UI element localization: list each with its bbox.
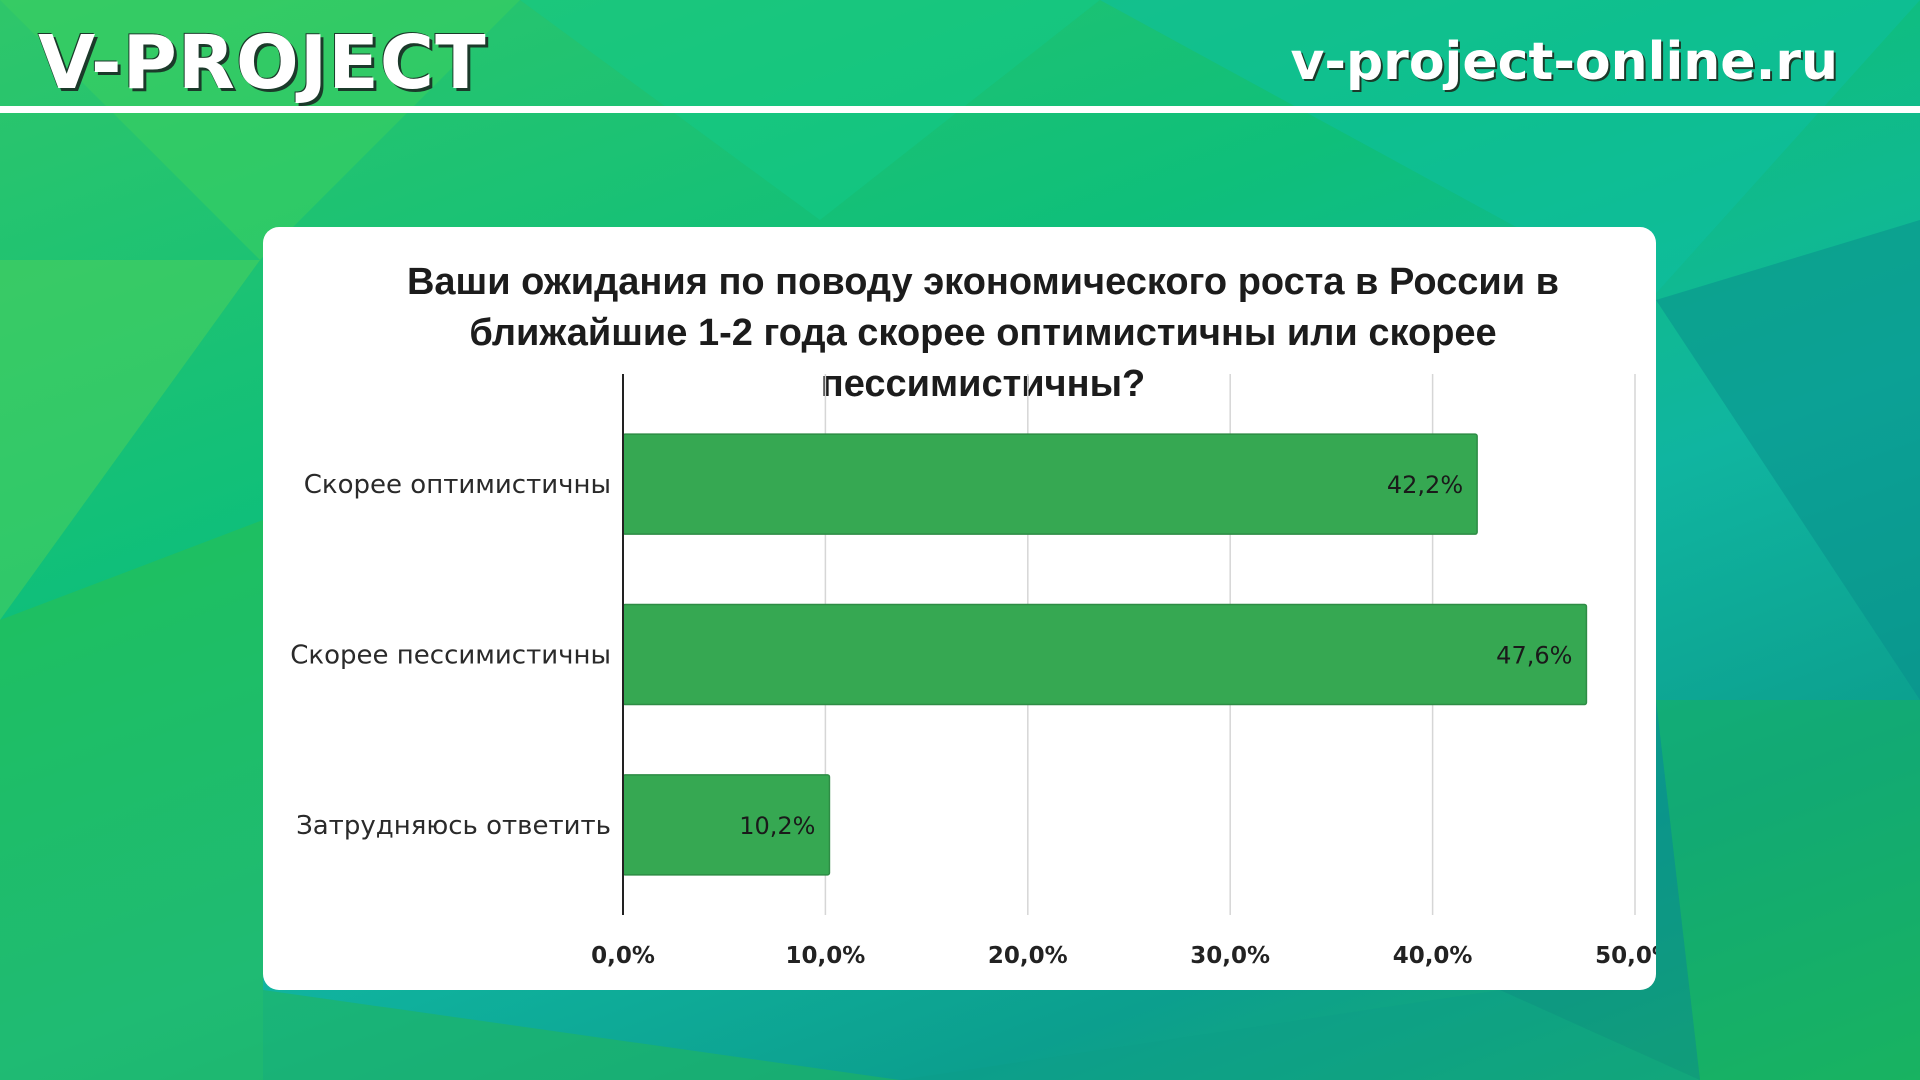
x-tick-label: 30,0% xyxy=(1190,943,1270,969)
bar-chart: 42,2% Скорее оптимистичны 47,6% Скорее песс… xyxy=(290,374,1656,969)
header-divider xyxy=(0,106,1920,113)
bar xyxy=(622,433,1478,535)
data-label: 42,2% xyxy=(1387,471,1463,499)
data-label: 10,2% xyxy=(739,812,815,840)
x-tick-label: 0,0% xyxy=(591,943,655,969)
chart-title: Ваши ожидания по поводу экономического р… xyxy=(406,261,1559,405)
x-tick-label: 40,0% xyxy=(1393,943,1473,969)
category-label: Скорее пессимистичны xyxy=(290,641,611,671)
brand-logo: V-PROJECT xyxy=(38,20,487,106)
site-url: v-project-online.ru xyxy=(1290,32,1838,92)
data-label: 47,6% xyxy=(1496,642,1572,670)
x-tick-label: 20,0% xyxy=(988,943,1068,969)
x-tick-label: 10,0% xyxy=(786,943,866,969)
chart-card: Ваши ожидания по поводу экономического р… xyxy=(263,227,1656,990)
category-label: Скорее оптимистичны xyxy=(304,470,611,500)
x-tick-label: 50,0% xyxy=(1595,943,1656,969)
bar xyxy=(622,603,1588,706)
category-label: Затрудняюсь ответить xyxy=(296,811,611,841)
